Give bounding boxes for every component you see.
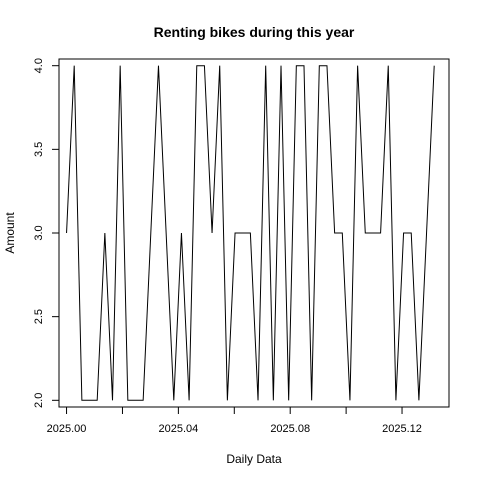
y-tick-label: 4.0 xyxy=(33,58,45,73)
x-tick-label: 2025.00 xyxy=(47,423,87,435)
chart-title: Renting bikes during this year xyxy=(154,24,355,40)
series-line-group xyxy=(67,66,435,401)
y-tick-label: 3.0 xyxy=(33,225,45,240)
x-tick-label: 2025.08 xyxy=(270,423,310,435)
plot-box xyxy=(59,59,449,407)
x-axis-label: Daily Data xyxy=(226,452,282,466)
y-axis-label: Amount xyxy=(3,212,17,254)
x-tick-label: 2025.04 xyxy=(158,423,198,435)
y-axis: 2.0 2.5 3.0 3.5 4.0 xyxy=(33,58,59,408)
y-tick-label: 2.0 xyxy=(33,393,45,408)
series-line xyxy=(67,66,435,401)
y-tick-label: 3.5 xyxy=(33,142,45,157)
x-axis: 2025.00 2025.04 2025.08 2025.12 xyxy=(47,407,422,435)
x-tick-label: 2025.12 xyxy=(382,423,422,435)
y-tick-label: 2.5 xyxy=(33,309,45,324)
